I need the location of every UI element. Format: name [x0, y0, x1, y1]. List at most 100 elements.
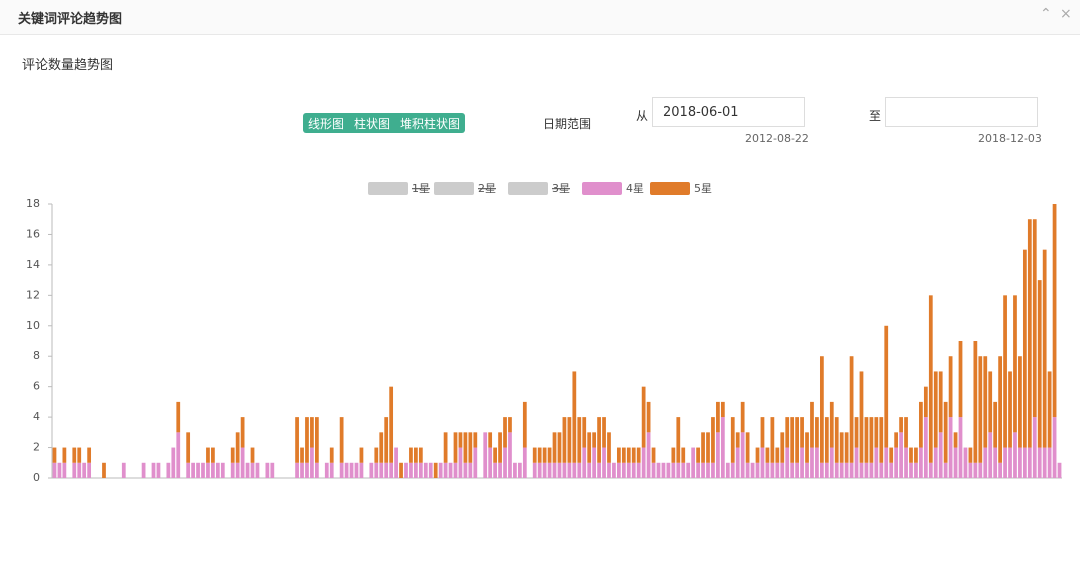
bar-segment	[958, 417, 963, 478]
bar-segment	[498, 432, 502, 463]
legend-swatch[interactable]	[434, 182, 474, 195]
bar-segment	[453, 462, 458, 478]
bar-segment	[800, 447, 804, 478]
legend-swatch[interactable]	[508, 182, 548, 195]
bar-segment	[493, 462, 497, 478]
close-icon[interactable]: ×	[1060, 6, 1072, 22]
bar-segment	[819, 356, 824, 463]
bar-segment	[211, 447, 215, 463]
legend-swatch[interactable]	[582, 182, 622, 195]
legend-label[interactable]: 1星	[412, 182, 430, 195]
bar-segment	[394, 447, 398, 478]
to-hint: 2018-12-03	[978, 132, 1042, 145]
bar-segment	[463, 462, 468, 478]
bar-segment	[656, 462, 661, 478]
bar-segment	[621, 447, 626, 463]
bar-segment	[730, 462, 735, 478]
bar-segment	[869, 417, 874, 463]
stacked-button[interactable]: 堆积柱状图	[400, 117, 461, 131]
bar-segment	[418, 462, 423, 478]
bar-segment	[706, 462, 710, 478]
bar-segment	[339, 462, 344, 478]
bar-segment	[909, 462, 913, 478]
bar-segment	[948, 417, 953, 478]
bar-segment	[770, 462, 775, 478]
bar-segment	[810, 447, 814, 478]
from-input[interactable]: 2018-06-01	[652, 97, 805, 127]
bar-segment	[1018, 447, 1022, 478]
legend-label[interactable]: 4星	[626, 182, 644, 195]
y-tick-label: 18	[26, 197, 40, 210]
bar-segment	[329, 447, 334, 463]
bar-segment	[329, 462, 334, 478]
bar-segment	[602, 447, 606, 478]
bar-segment	[785, 417, 790, 448]
bar-segment	[448, 462, 453, 478]
bar-segment	[790, 462, 795, 478]
bar-segment	[537, 447, 542, 463]
bar-segment	[889, 447, 894, 463]
legend-label[interactable]: 5星	[694, 182, 712, 195]
bar-segment	[1013, 295, 1017, 433]
bar-segment	[864, 417, 869, 463]
collapse-icon[interactable]: ⌃	[1040, 6, 1052, 22]
bar-segment	[701, 462, 705, 478]
legend-label[interactable]: 2星	[478, 182, 496, 195]
bar-segment	[636, 447, 641, 463]
line-button[interactable]: 线形图	[308, 117, 345, 131]
legend-swatch[interactable]	[368, 182, 408, 195]
bar-segment	[626, 447, 631, 463]
bar-segment	[498, 462, 502, 478]
bar-segment	[686, 462, 691, 478]
bar-segment	[889, 462, 894, 478]
y-tick-label: 8	[33, 349, 40, 362]
bar-segment	[849, 356, 854, 463]
bar-segment	[849, 462, 854, 478]
bar-segment	[1042, 447, 1047, 478]
bar-segment	[775, 447, 780, 463]
bar-segment	[488, 447, 493, 478]
bar-segment	[874, 447, 879, 478]
bar-segment	[884, 325, 889, 448]
bar-segment	[958, 341, 963, 418]
bar-segment	[547, 462, 552, 478]
bar-segment	[414, 462, 418, 478]
bar-segment	[77, 462, 82, 478]
bar-button[interactable]: 柱状图	[354, 117, 391, 131]
bar-segment	[567, 417, 572, 463]
bar-segment	[815, 417, 819, 448]
bar-segment	[760, 417, 765, 448]
bar-segment	[220, 462, 225, 478]
bar-segment	[983, 447, 988, 478]
bar-segment	[557, 462, 562, 478]
bar-segment	[1018, 356, 1022, 448]
bar-segment	[810, 401, 814, 448]
bar-segment	[206, 462, 210, 478]
bar-segment	[52, 447, 57, 463]
to-input[interactable]	[885, 97, 1038, 127]
bar-segment	[711, 462, 715, 478]
bar-segment	[943, 462, 948, 478]
legend-label[interactable]: 3星	[552, 182, 570, 195]
bar-segment	[587, 432, 592, 463]
bar-segment	[740, 432, 745, 478]
bar-segment	[1032, 219, 1037, 418]
bar-segment	[493, 447, 497, 463]
bar-segment	[928, 462, 933, 478]
bar-segment	[646, 432, 651, 478]
bar-segment	[829, 401, 834, 448]
bar-segment	[953, 447, 958, 478]
legend-swatch[interactable]	[650, 182, 690, 195]
bar-segment	[681, 462, 686, 478]
bar-segment	[839, 462, 844, 478]
bar-segment	[854, 417, 859, 448]
bar-segment	[423, 462, 428, 478]
bar-segment	[235, 432, 240, 463]
bar-segment	[52, 462, 57, 478]
bar-segment	[1052, 417, 1057, 478]
bar-segment	[1008, 447, 1012, 478]
bar-segment	[305, 417, 309, 463]
bar-segment	[607, 432, 611, 463]
bar-segment	[354, 462, 359, 478]
bar-segment	[617, 462, 621, 478]
